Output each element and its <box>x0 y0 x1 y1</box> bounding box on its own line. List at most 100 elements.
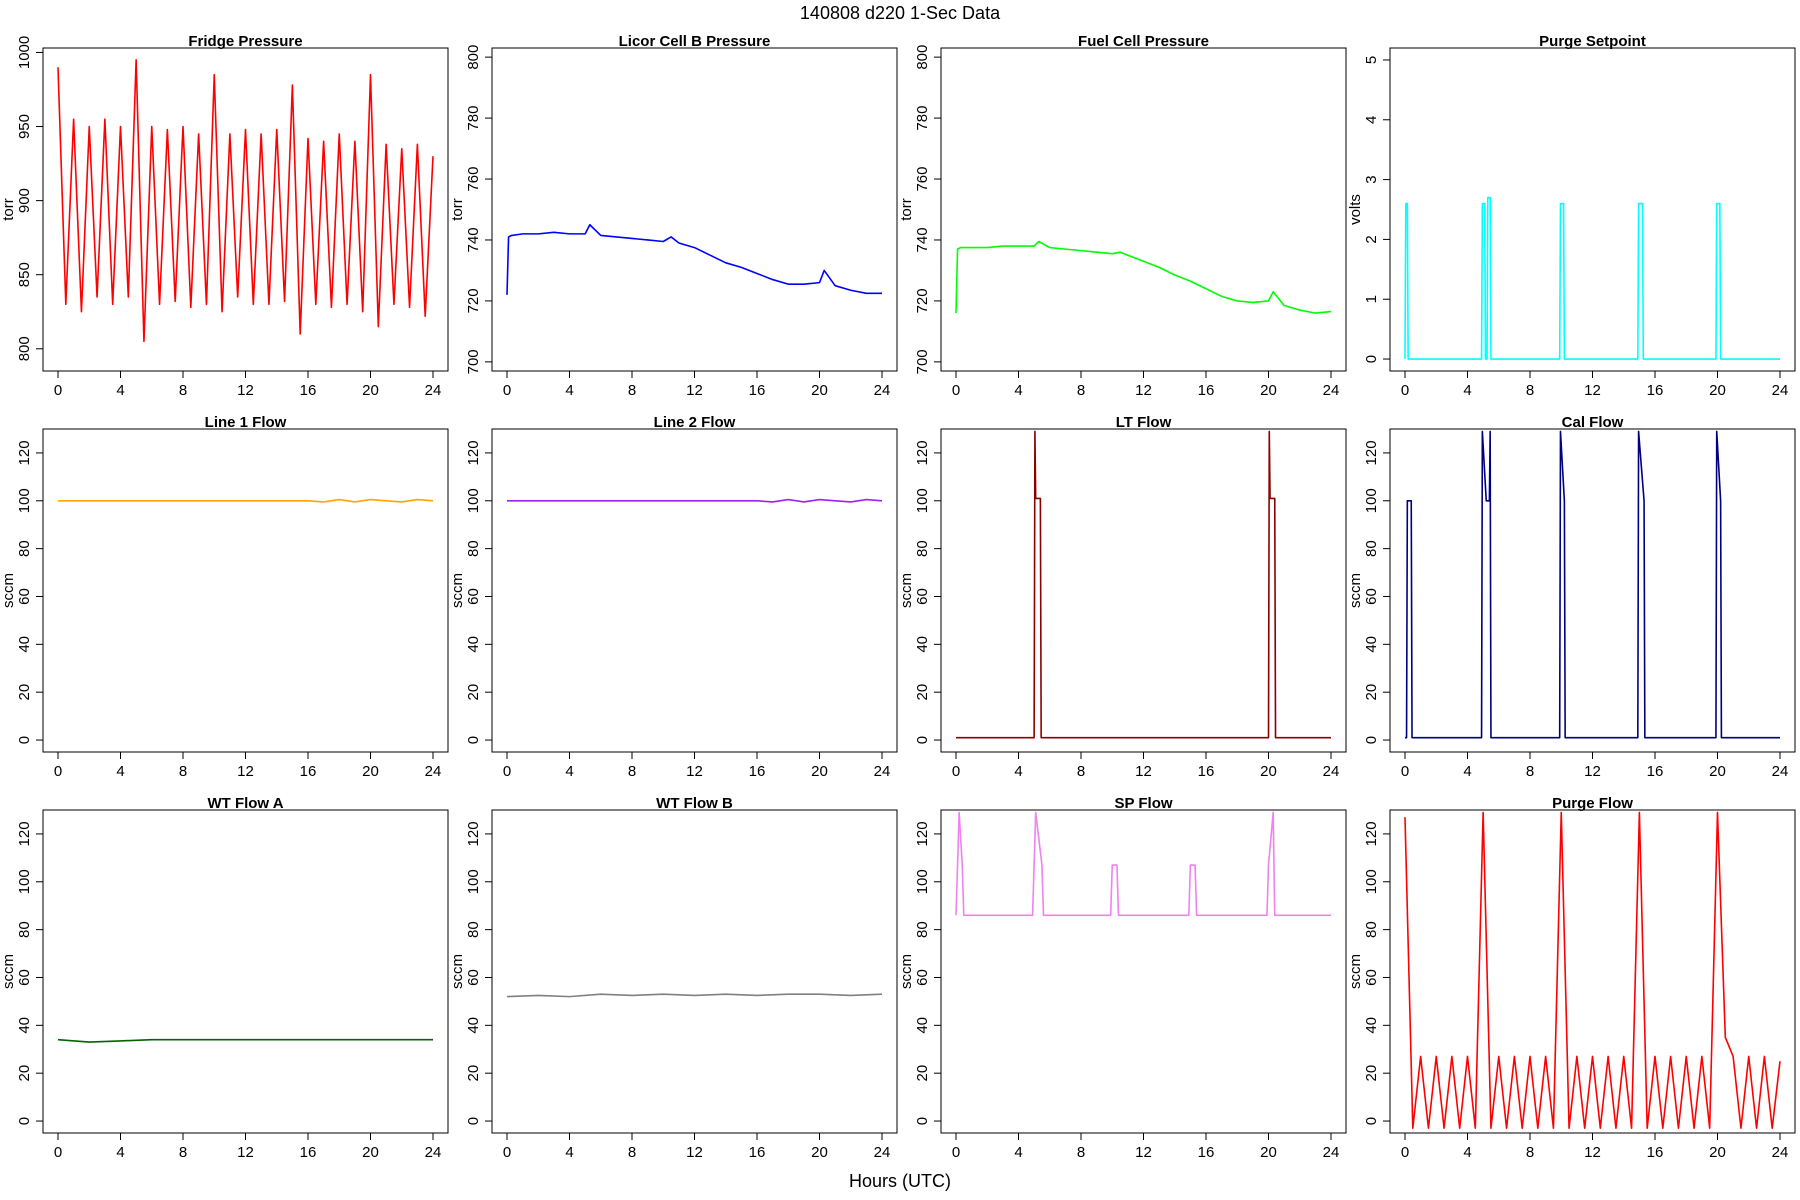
y-axis-label: sccm <box>449 573 466 608</box>
panel: Licor Cell B Pressure torr 700 720 740 760 780… <box>449 33 898 399</box>
x-tick-label: 20 <box>1709 763 1726 780</box>
x-tick-label: 24 <box>425 382 442 399</box>
panel: Purge Flow sccm 0 20 40 60 80 100 120 0 4 8 12 16 20 24 <box>1347 795 1796 1161</box>
plot-frame <box>1389 428 1796 753</box>
x-tick-label: 16 <box>749 1144 766 1161</box>
figure-title: 140808 d220 1-Sec Data <box>800 3 1001 23</box>
plot-frame <box>940 47 1347 372</box>
y-tick-label: 0 <box>914 1117 931 1125</box>
x-tick-label: 24 <box>1772 1144 1789 1161</box>
y-axis-label: sccm <box>0 573 17 608</box>
y-tick-label: 760 <box>465 167 482 192</box>
y-tick-label: 40 <box>16 636 33 653</box>
y-tick-label: 700 <box>914 349 931 374</box>
data-line <box>1405 430 1780 739</box>
data-line <box>1404 196 1780 360</box>
x-tick-label: 20 <box>811 763 828 780</box>
x-tick-label: 16 <box>300 382 317 399</box>
y-tick-label: 20 <box>465 684 482 701</box>
y-axis-label: torr <box>449 198 466 221</box>
panel-title: Cal Flow <box>1562 414 1624 431</box>
y-tick-label: 780 <box>914 106 931 131</box>
panel: Fridge Pressure torr 800 850 900 950 1000 0 4 8 12… <box>0 33 449 399</box>
x-tick-label: 0 <box>1401 763 1409 780</box>
y-axis-label: sccm <box>0 954 17 989</box>
x-tick-label: 8 <box>179 382 187 399</box>
x-tick-label: 8 <box>628 382 636 399</box>
x-tick-label: 4 <box>565 763 573 780</box>
x-tick-label: 20 <box>362 1144 379 1161</box>
y-tick-label: 20 <box>914 1065 931 1082</box>
x-tick-label: 24 <box>1772 763 1789 780</box>
y-tick-label: 60 <box>16 969 33 986</box>
y-tick-label: 0 <box>465 736 482 744</box>
panel-title: SP Flow <box>1114 795 1172 812</box>
x-tick-label: 20 <box>811 1144 828 1161</box>
x-tick-label: 12 <box>686 763 703 780</box>
y-tick-label: 40 <box>1363 1017 1380 1034</box>
data-line <box>507 498 883 503</box>
y-tick-label: 40 <box>914 1017 931 1034</box>
x-tick-label: 4 <box>1014 1144 1022 1161</box>
y-axis-label: sccm <box>898 954 915 989</box>
y-tick-label: 800 <box>914 45 931 70</box>
x-tick-label: 20 <box>1709 1144 1726 1161</box>
y-tick-label: 120 <box>1363 821 1380 846</box>
x-tick-label: 12 <box>237 1144 254 1161</box>
y-tick-label: 100 <box>914 869 931 894</box>
y-tick-label: 740 <box>465 227 482 252</box>
y-tick-label: 60 <box>914 588 931 605</box>
x-tick-label: 16 <box>1198 763 1215 780</box>
plot-area <box>57 59 434 343</box>
y-tick-label: 5 <box>1363 56 1380 64</box>
y-tick-label: 950 <box>16 114 33 139</box>
panel: Line 1 Flow sccm 0 20 40 60 80 100 120 0 4 8 12 16 20 2… <box>0 414 449 780</box>
x-tick-label: 12 <box>1584 382 1601 399</box>
x-tick-label: 12 <box>237 763 254 780</box>
y-tick-label: 40 <box>16 1017 33 1034</box>
x-tick-label: 0 <box>54 382 62 399</box>
panel-title: WT Flow B <box>656 795 733 812</box>
y-tick-label: 760 <box>914 167 931 192</box>
plot-frame <box>491 428 898 753</box>
x-tick-label: 4 <box>116 1144 124 1161</box>
x-tick-label: 24 <box>425 763 442 780</box>
x-tick-label: 16 <box>1647 1144 1664 1161</box>
panel-title: Fuel Cell Pressure <box>1078 33 1209 50</box>
y-tick-label: 20 <box>914 684 931 701</box>
x-tick-label: 16 <box>1647 382 1664 399</box>
y-tick-label: 780 <box>465 106 482 131</box>
plot-frame <box>940 428 1347 753</box>
y-tick-label: 20 <box>465 1065 482 1082</box>
y-tick-label: 1000 <box>16 36 33 69</box>
x-tick-label: 12 <box>1584 1144 1601 1161</box>
y-tick-label: 900 <box>16 188 33 213</box>
y-tick-label: 120 <box>465 821 482 846</box>
x-tick-label: 16 <box>300 763 317 780</box>
y-tick-label: 0 <box>16 736 33 744</box>
y-tick-label: 0 <box>1363 1117 1380 1125</box>
y-tick-label: 100 <box>465 869 482 894</box>
plot-frame <box>42 428 449 753</box>
y-tick-label: 60 <box>465 969 482 986</box>
panel: Cal Flow sccm 0 20 40 60 80 100 120 0 4 8 12 16 20 24 <box>1347 414 1796 780</box>
panel: WT Flow A sccm 0 20 40 60 80 100 120 0 4 8 12 16 20 24 <box>0 795 449 1161</box>
panel: WT Flow B sccm 0 20 40 60 80 100 120 0 4 8 12 16 20 24 <box>449 795 898 1161</box>
x-tick-label: 0 <box>54 763 62 780</box>
y-tick-label: 60 <box>1363 969 1380 986</box>
y-tick-label: 40 <box>1363 636 1380 653</box>
y-tick-label: 720 <box>465 288 482 313</box>
x-tick-label: 4 <box>565 1144 573 1161</box>
x-tick-label: 8 <box>1077 382 1085 399</box>
x-tick-label: 16 <box>749 382 766 399</box>
y-tick-label: 740 <box>914 227 931 252</box>
x-tick-label: 8 <box>1526 382 1534 399</box>
x-tick-label: 8 <box>1077 1144 1085 1161</box>
x-tick-label: 16 <box>1198 1144 1215 1161</box>
plot-frame <box>940 809 1347 1134</box>
y-tick-label: 40 <box>914 636 931 653</box>
y-tick-label: 120 <box>914 821 931 846</box>
y-tick-label: 100 <box>16 488 33 513</box>
plot-area <box>58 498 434 503</box>
y-tick-label: 40 <box>465 1017 482 1034</box>
